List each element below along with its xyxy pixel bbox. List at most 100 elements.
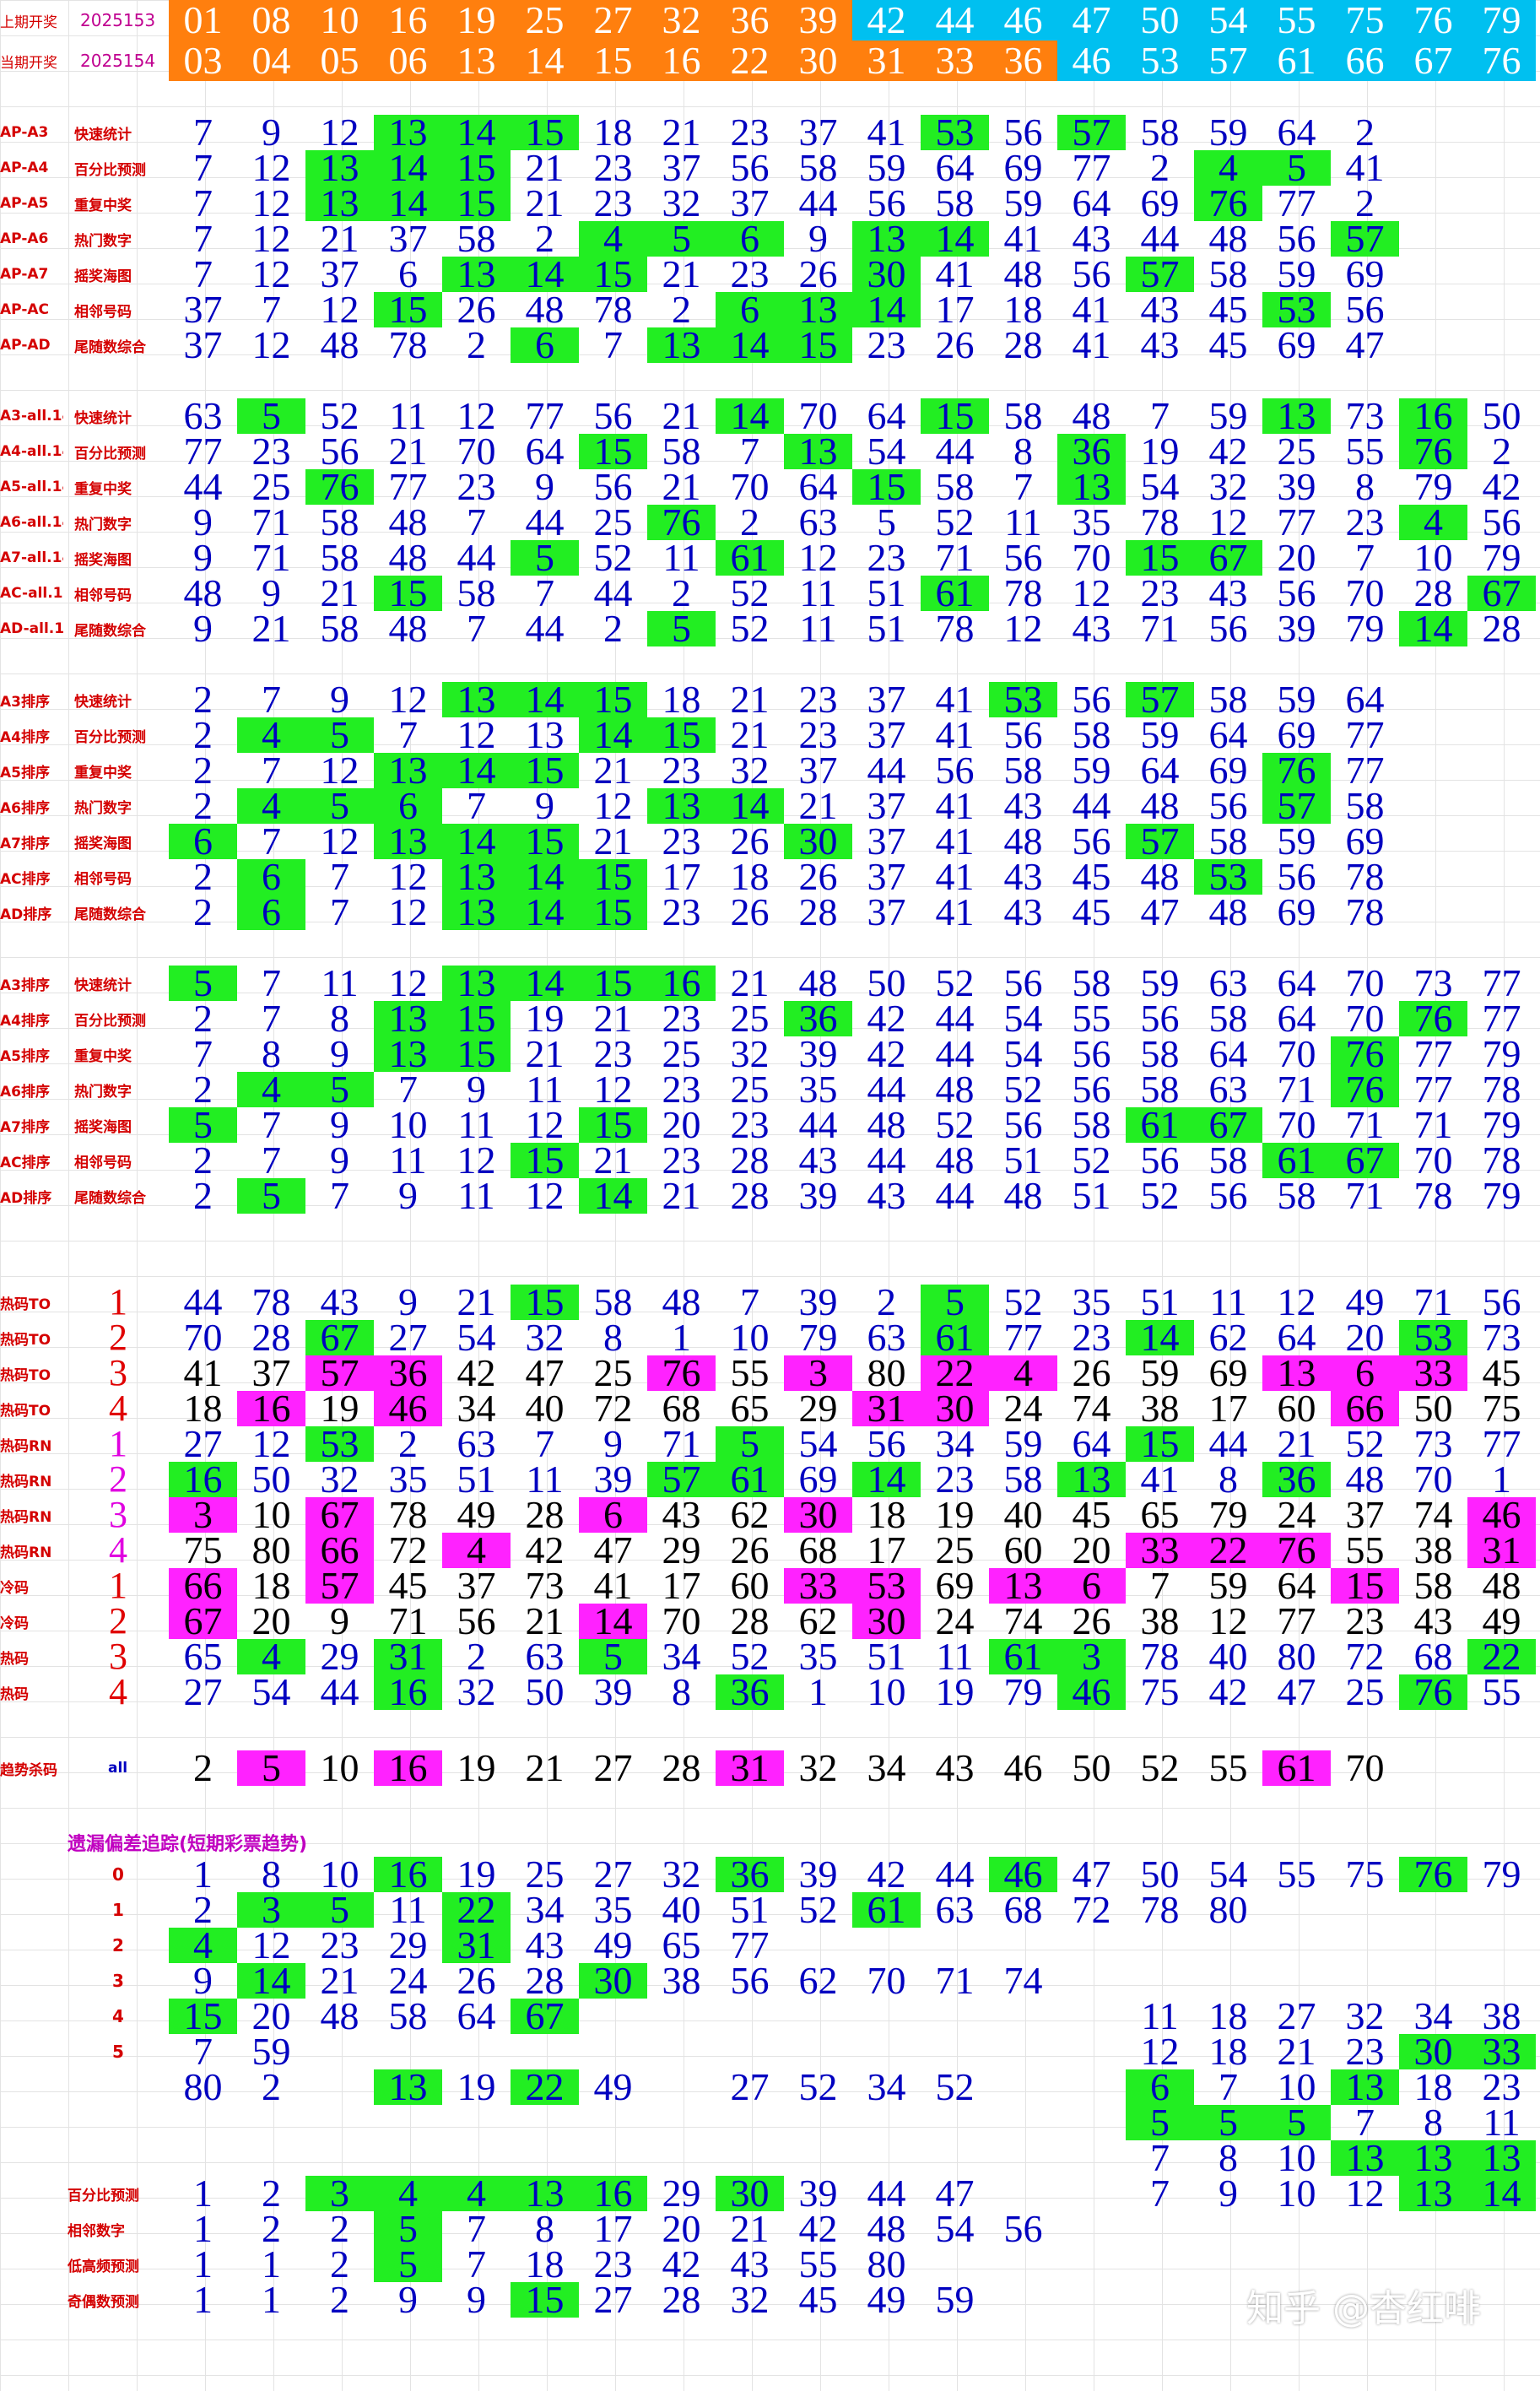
number-cell: 9 xyxy=(193,1959,213,2002)
number-cell: 14 xyxy=(237,1961,305,2000)
number-cell: 63 xyxy=(1208,961,1248,1004)
number-cell: 22 xyxy=(1467,1637,1536,1676)
number-cell: 15 xyxy=(784,326,852,365)
number-cell: 59 xyxy=(1003,181,1043,224)
hot-code-row: 热码 4 27 54 44 16 32 50 39 8 36 1 10 19 79 46 75 42 47 25 76 5… xyxy=(0,1670,1540,1713)
number-cell: 5 xyxy=(237,1177,305,1215)
row-label: AP-AD xyxy=(0,337,51,354)
number-cell: 68 xyxy=(1003,1888,1043,1931)
number-cell: 56 xyxy=(1072,1068,1111,1111)
number-cell: 55 xyxy=(1482,1670,1521,1713)
number-cell: 6 xyxy=(716,290,784,329)
number-cell: 44 xyxy=(183,465,223,508)
number-cell: 70 xyxy=(1277,1103,1316,1146)
row-index: 1 xyxy=(109,1281,127,1323)
number-cell: 12 xyxy=(320,111,359,154)
number-cell: 31 xyxy=(1467,1531,1536,1570)
row-index: 4 xyxy=(112,2006,124,2026)
number-cell: 12 xyxy=(1345,2172,1385,2215)
number-cell: 15 xyxy=(579,1106,647,1144)
number-cell: 2 xyxy=(467,323,486,366)
number-cell: 51 xyxy=(1003,1139,1043,1182)
number-cell: 78 xyxy=(1140,1635,1180,1678)
number-cell: 4 xyxy=(579,219,647,258)
number-cell: 9 xyxy=(330,1032,349,1075)
number-cell: 42 xyxy=(1208,1670,1248,1713)
number-cell: 71 xyxy=(1345,1103,1385,1146)
number-cell: 47 xyxy=(1345,323,1385,366)
number-cell: 18 xyxy=(730,855,770,898)
number-cell: 42 xyxy=(525,1528,565,1571)
number-cell: 8 xyxy=(1355,465,1375,508)
number-cell: 61 xyxy=(1262,1749,1331,1788)
number-cell: 2 xyxy=(193,1139,213,1182)
number-cell: 37 xyxy=(798,111,838,154)
number-cell: 64 xyxy=(935,146,975,189)
number-cell: 13 xyxy=(374,822,442,861)
number-cell: 56 xyxy=(1482,500,1521,544)
number-cell: 7 xyxy=(535,571,554,614)
number-cell: 54 xyxy=(1140,465,1180,508)
number-cell: 58 xyxy=(320,536,359,579)
number-cell: 39 xyxy=(798,1174,838,1217)
number-cell: 73 xyxy=(1413,961,1453,1004)
number-cell: 15 xyxy=(511,822,579,861)
stat-row: A7排序 摇奖海图 5 7 9 10 11 12 15 20 23 44 48 52 56 58 61 67 70 7… xyxy=(0,1103,1540,1146)
number-cell: 7 xyxy=(193,146,213,189)
number-cell: 58 xyxy=(1413,1564,1453,1607)
number-cell: 13 xyxy=(374,999,442,1038)
stat-row: AP-A3 快速统计 7 9 12 13 14 15 18 21 23 37 41 53 56 57 58 59 6… xyxy=(0,111,1540,154)
number-cell: 7 xyxy=(1150,2136,1170,2179)
number-cell: 21 xyxy=(525,146,565,189)
number-cell: 69 xyxy=(1277,713,1316,756)
number-cell: 41 xyxy=(935,890,975,933)
number-cell: 41 xyxy=(1003,217,1043,260)
number-cell: 2 xyxy=(193,997,213,1040)
number-cell: 43 xyxy=(1003,890,1043,933)
number-cell: 10 xyxy=(730,1316,770,1359)
number-cell: 21 xyxy=(320,571,359,614)
number-cell: 56 xyxy=(1277,855,1316,898)
header-number: 39 xyxy=(784,0,852,41)
omission-side-row: 7 9 10 12 13 14 xyxy=(0,2172,1540,2215)
number-cell: 9 xyxy=(808,217,828,260)
number-cell: 7 xyxy=(1150,394,1170,437)
number-cell: 26 xyxy=(1072,1599,1111,1642)
number-cell: 35 xyxy=(798,1068,838,1111)
stat-row: A7排序 摇奖海图 6 7 12 13 14 15 21 23 26 30 37 41 48 56 57 58 59… xyxy=(0,822,1540,861)
number-cell: 77 xyxy=(1482,1422,1521,1465)
number-cell: 5 xyxy=(374,2245,442,2284)
number-cell: 29 xyxy=(662,2172,701,2215)
number-cell: 12 xyxy=(388,890,428,933)
number-cell: 46 xyxy=(989,1855,1057,1894)
number-cell: 76 xyxy=(1194,184,1262,223)
number-cell: 41 xyxy=(935,252,975,295)
row-index: 4 xyxy=(109,1529,127,1571)
number-cell: 18 xyxy=(1208,2030,1248,2073)
number-cell: 21 xyxy=(593,997,633,1040)
number-cell: 7 xyxy=(330,855,349,898)
number-cell: 48 xyxy=(662,1280,701,1323)
number-cell: 16 xyxy=(374,1855,442,1894)
number-cell: 40 xyxy=(1003,1493,1043,1536)
number-cell: 58 xyxy=(1072,961,1111,1004)
number-cell: 35 xyxy=(388,1458,428,1501)
number-cell: 2 xyxy=(262,2065,281,2108)
number-cell: 56 xyxy=(730,1959,770,2002)
number-cell: 13 xyxy=(1467,2139,1536,2177)
number-cell: 23 xyxy=(867,323,906,366)
header-number: 66 xyxy=(1331,41,1399,81)
number-cell: 37 xyxy=(867,784,906,827)
number-cell: 64 xyxy=(1277,111,1316,154)
number-cell: 79 xyxy=(1482,1853,1521,1896)
row-label: A7排序 xyxy=(0,835,50,852)
number-cell: 55 xyxy=(1072,997,1111,1040)
number-cell: 58 xyxy=(457,217,496,260)
number-cell: 3 xyxy=(169,1496,237,1534)
row-label: A6排序 xyxy=(0,1083,50,1101)
stat-row: A7-all.14 摇奖海图 9 71 58 48 44 5 52 11 61 12 23 71 56 70 1… xyxy=(0,536,1540,579)
number-cell: 2 xyxy=(330,2278,349,2321)
row-label: A4排序 xyxy=(0,728,50,746)
number-cell: 5 xyxy=(716,1425,784,1463)
number-cell: 49 xyxy=(1482,1599,1521,1642)
